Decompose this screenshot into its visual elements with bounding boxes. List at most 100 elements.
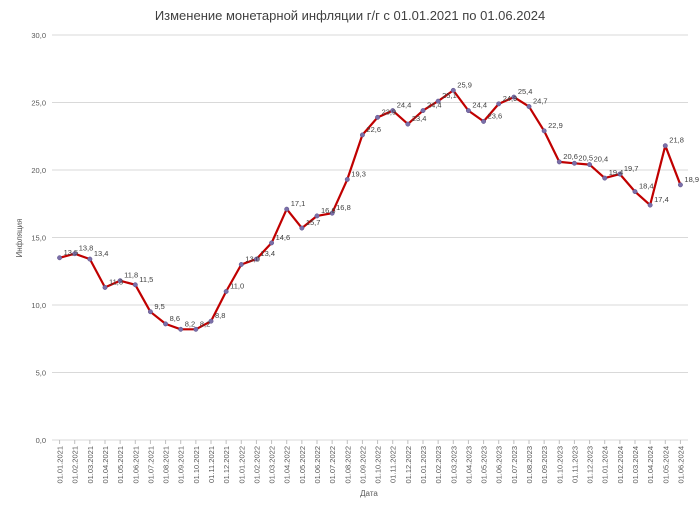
data-point	[57, 255, 63, 261]
x-axis-ticks: 01.01.2021 01.02.2021 01.03.2021 01.04.2021…	[56, 440, 685, 484]
data-point	[223, 289, 229, 294]
x-tick-label: 01.09.2023	[540, 446, 549, 484]
x-tick-label: 01.03.2021	[86, 446, 95, 484]
y-tick-label: 5,0	[36, 369, 46, 378]
data-point	[253, 256, 259, 262]
data-label: 24,4	[427, 101, 442, 110]
data-point	[102, 285, 108, 290]
x-axis-title: Дата	[360, 489, 378, 498]
data-point	[117, 278, 123, 284]
y-tick-label: 0,0	[36, 436, 46, 445]
data-label: 25,4	[518, 87, 533, 96]
x-tick-label: 01.07.2021	[146, 446, 155, 484]
data-point	[193, 326, 199, 332]
gridlines	[52, 34, 688, 441]
data-label: 13,4	[94, 249, 109, 258]
x-tick-label: 01.07.2022	[328, 446, 337, 484]
data-label: 8,2	[185, 319, 195, 328]
data-point	[662, 143, 668, 149]
x-tick-label: 01.06.2023	[495, 446, 504, 484]
data-label: 22,9	[548, 121, 563, 130]
data-label: 18,4	[639, 182, 654, 191]
x-tick-label: 01.04.2023	[464, 446, 473, 484]
data-label: 17,4	[654, 195, 669, 204]
data-label: 23,6	[488, 111, 503, 120]
x-tick-label: 01.12.2021	[222, 446, 231, 484]
data-label: 9,5	[154, 302, 164, 311]
data-point	[647, 202, 653, 208]
x-tick-label: 01.06.2024	[676, 446, 685, 484]
x-tick-label: 01.08.2022	[343, 446, 352, 484]
data-label: 24,7	[533, 97, 548, 106]
data-label: 23,4	[412, 114, 427, 123]
data-label: 11,5	[139, 275, 153, 284]
x-tick-label: 01.08.2023	[525, 446, 534, 484]
data-point	[87, 256, 93, 262]
x-tick-label: 01.09.2021	[177, 446, 186, 484]
series-line	[59, 89, 682, 331]
x-tick-label: 01.07.2023	[510, 446, 519, 484]
x-tick-label: 01.06.2021	[131, 446, 140, 484]
x-tick-label: 01.05.2023	[480, 446, 489, 484]
data-label: 13,5	[64, 248, 79, 257]
data-point	[359, 132, 365, 138]
x-tick-label: 01.12.2023	[586, 446, 595, 484]
x-tick-label: 01.01.2023	[419, 446, 428, 484]
y-tick-label: 30,0	[31, 31, 46, 40]
data-point	[208, 318, 214, 324]
x-tick-label: 01.01.2024	[601, 446, 610, 484]
data-label: 8,2	[200, 319, 210, 328]
x-tick-label: 01.10.2023	[555, 446, 564, 484]
data-point	[450, 87, 456, 93]
data-point	[541, 128, 547, 134]
x-tick-label: 01.11.2023	[570, 446, 579, 483]
x-tick-label: 01.11.2021	[207, 446, 216, 483]
data-labels: 13,5 13,813,411,311,8 11,59,58,68,2 8,28,81…	[64, 80, 699, 328]
x-tick-label: 01.12.2022	[404, 446, 413, 484]
y-tick-label: 15,0	[31, 234, 46, 243]
data-label: 21,8	[669, 136, 684, 145]
chart-title: Изменение монетарной инфляции г/г с 01.0…	[155, 8, 545, 23]
x-tick-label: 01.03.2023	[449, 446, 458, 484]
data-label: 8,6	[170, 314, 180, 323]
data-label: 20,5	[578, 153, 593, 162]
data-point	[511, 94, 517, 100]
data-point	[269, 240, 275, 246]
x-tick-label: 01.04.2024	[646, 446, 655, 484]
data-point	[178, 326, 184, 332]
data-point	[435, 98, 441, 104]
data-label: 14,6	[276, 233, 291, 242]
data-point	[314, 213, 320, 219]
x-tick-label: 01.05.2024	[661, 446, 670, 484]
data-label: 24,9	[503, 94, 518, 103]
data-label: 24,4	[397, 101, 412, 110]
x-tick-label: 01.10.2021	[192, 446, 201, 484]
y-axis-title: Инфляция	[15, 219, 24, 258]
data-label: 23,9	[382, 107, 397, 116]
data-label: 13,0	[245, 255, 260, 264]
data-label: 13,4	[260, 249, 275, 258]
data-label: 17,1	[291, 199, 306, 208]
y-tick-label: 10,0	[31, 301, 46, 310]
series-line-group	[59, 89, 682, 331]
series-markers	[57, 87, 683, 332]
data-label: 11,0	[230, 282, 244, 291]
data-point	[556, 159, 562, 165]
data-label: 11,3	[109, 277, 123, 286]
x-tick-label: 01.02.2021	[71, 446, 80, 484]
data-point	[344, 177, 350, 182]
data-point	[526, 104, 532, 110]
data-point	[571, 160, 577, 166]
x-tick-label: 01.02.2024	[616, 446, 625, 484]
data-point	[677, 182, 683, 188]
y-axis-ticks: 0,0 5,0 10,0 15,0 20,0 25,0 30,0	[31, 31, 46, 445]
x-tick-label: 01.05.2022	[298, 446, 307, 484]
x-tick-label: 01.03.2024	[631, 446, 640, 484]
data-point	[617, 171, 623, 177]
data-label: 19,7	[624, 164, 639, 173]
x-tick-label: 01.02.2023	[434, 446, 443, 484]
x-tick-label: 01.06.2022	[313, 446, 322, 484]
x-tick-label: 01.01.2021	[56, 446, 65, 484]
